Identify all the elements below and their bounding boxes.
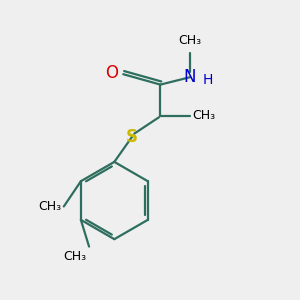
Text: H: H (203, 73, 213, 87)
Text: CH₃: CH₃ (64, 250, 87, 262)
Text: N: N (184, 68, 197, 86)
Text: CH₃: CH₃ (178, 34, 202, 46)
Text: CH₃: CH₃ (38, 200, 61, 213)
Text: CH₃: CH₃ (193, 109, 216, 122)
Text: S: S (126, 128, 138, 146)
Text: O: O (105, 64, 118, 82)
